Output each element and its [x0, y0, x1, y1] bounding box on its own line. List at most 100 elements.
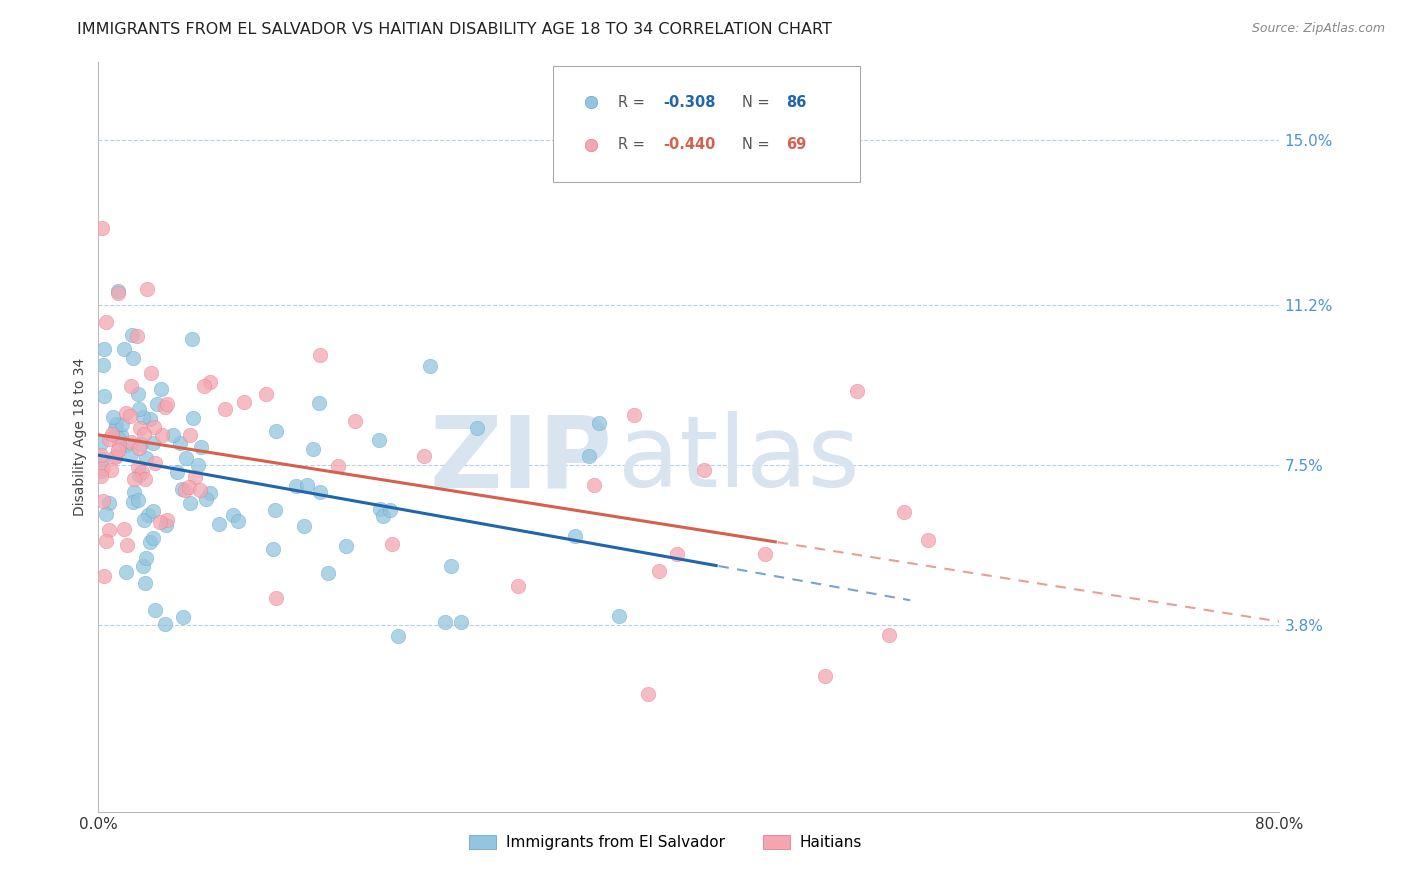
Point — [149, 516, 172, 530]
Point — [187, 458, 209, 473]
Point — [131, 465, 153, 479]
Point — [91, 494, 114, 508]
Point — [128, 401, 150, 416]
Point — [264, 591, 287, 605]
Point — [179, 427, 201, 442]
Point — [169, 436, 191, 450]
Point — [127, 460, 149, 475]
Point — [107, 442, 129, 457]
Text: R =: R = — [619, 137, 650, 153]
Point — [368, 433, 391, 447]
Point — [155, 401, 177, 415]
Legend: Immigrants from El Salvador, Haitians: Immigrants from El Salvador, Haitians — [463, 830, 868, 856]
Point — [136, 508, 159, 522]
Point — [112, 342, 135, 356]
Point — [134, 575, 156, 590]
Point — [114, 406, 136, 420]
Point — [693, 463, 716, 477]
Text: -0.308: -0.308 — [664, 95, 716, 110]
Point — [207, 516, 229, 531]
Point — [115, 537, 138, 551]
Point — [335, 539, 357, 553]
Point — [94, 534, 117, 549]
Text: ZIP: ZIP — [429, 411, 612, 508]
Point — [120, 434, 142, 449]
Point — [135, 550, 157, 565]
Point — [139, 412, 162, 426]
Point — [648, 564, 671, 578]
Point — [184, 470, 207, 484]
Point — [233, 395, 256, 409]
Point — [132, 558, 155, 573]
Point — [91, 451, 114, 466]
Point — [578, 450, 600, 464]
Point — [93, 358, 115, 372]
Point — [412, 449, 434, 463]
Point — [326, 458, 349, 473]
Point — [665, 547, 688, 561]
Point — [139, 366, 162, 380]
Point — [91, 221, 114, 235]
Point — [153, 617, 176, 632]
Point — [285, 479, 308, 493]
Point — [214, 401, 236, 416]
Point — [292, 519, 315, 533]
Point — [105, 417, 128, 432]
Point — [316, 566, 339, 580]
Point — [172, 609, 194, 624]
Text: Source: ZipAtlas.com: Source: ZipAtlas.com — [1251, 22, 1385, 36]
Point — [94, 315, 117, 329]
FancyBboxPatch shape — [553, 66, 860, 182]
Point — [917, 533, 939, 547]
Point — [166, 465, 188, 479]
Point — [440, 558, 463, 573]
Point — [564, 529, 586, 543]
Point — [101, 410, 124, 425]
Point — [146, 396, 169, 410]
Point — [112, 522, 135, 536]
Point — [107, 285, 129, 300]
Point — [142, 435, 165, 450]
Point — [588, 416, 610, 430]
Point — [254, 386, 277, 401]
Point — [200, 375, 222, 389]
Point — [128, 442, 150, 456]
Point — [121, 351, 143, 365]
Point — [893, 505, 915, 519]
Point — [127, 387, 149, 401]
Point — [90, 436, 112, 450]
Point — [98, 496, 121, 510]
Point — [104, 422, 127, 436]
Point — [94, 507, 117, 521]
Point — [100, 463, 122, 477]
Point — [138, 535, 160, 549]
Point — [623, 408, 645, 422]
Text: atlas: atlas — [619, 411, 859, 508]
Point — [122, 485, 145, 500]
Point — [134, 426, 156, 441]
Point — [637, 688, 659, 702]
Point — [344, 414, 367, 428]
Text: R =: R = — [619, 95, 650, 110]
Text: N =: N = — [742, 95, 775, 110]
Point — [132, 513, 155, 527]
Point — [198, 486, 221, 500]
Point — [181, 410, 204, 425]
Point — [120, 378, 142, 392]
Point — [877, 628, 900, 642]
Point — [195, 491, 218, 506]
Point — [222, 508, 245, 522]
Point — [120, 447, 142, 461]
Point — [181, 332, 204, 346]
Point — [381, 537, 404, 551]
Point — [93, 389, 115, 403]
Point — [226, 514, 249, 528]
Point — [156, 397, 179, 411]
Point — [467, 420, 489, 434]
Point — [93, 342, 115, 356]
Point — [264, 503, 287, 517]
Point — [162, 427, 184, 442]
Point — [156, 513, 179, 527]
Point — [108, 437, 131, 451]
Point — [110, 428, 132, 442]
